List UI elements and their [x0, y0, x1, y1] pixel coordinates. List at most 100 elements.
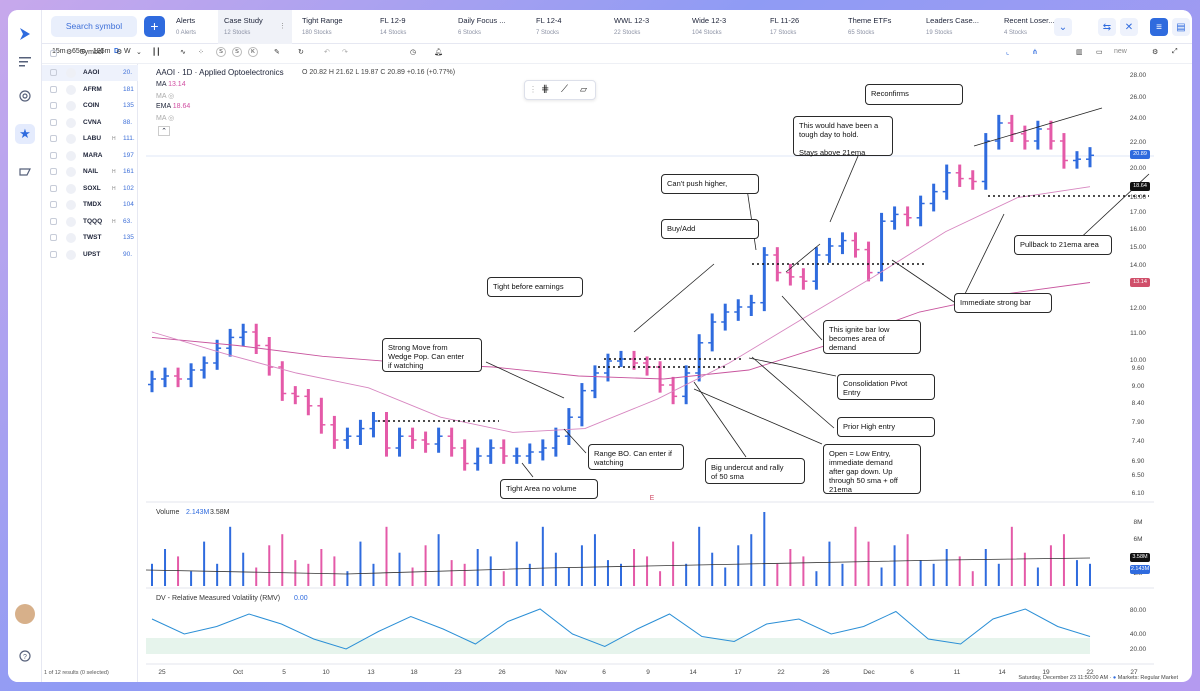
- watchlist-star-icon[interactable]: ★: [15, 124, 35, 144]
- x-social-icon[interactable]: ✕: [1120, 18, 1138, 36]
- interval-d[interactable]: D: [114, 48, 120, 55]
- note-tight-earnings[interactable]: Tight before earnings: [487, 277, 583, 297]
- row-checkbox[interactable]: [50, 250, 57, 258]
- watchlist-row[interactable]: UPST 90.: [42, 247, 138, 263]
- interval-15m[interactable]: 15m: [52, 48, 66, 55]
- share-icon[interactable]: ⇆: [1098, 18, 1116, 36]
- menu-icon[interactable]: [15, 52, 35, 72]
- snapshot-icon[interactable]: ⋔: [1032, 49, 1038, 56]
- interval-w[interactable]: W: [124, 48, 131, 55]
- row-checkbox[interactable]: [50, 151, 57, 159]
- watchlist-row[interactable]: LABU H 111.: [42, 131, 138, 147]
- grid-view-icon[interactable]: ▤: [1172, 18, 1190, 36]
- scanner-icon[interactable]: [15, 86, 35, 106]
- column-settings-icon[interactable]: ⚙: [116, 49, 123, 56]
- user-avatar[interactable]: [15, 604, 35, 624]
- compare-s-1[interactable]: S: [216, 47, 226, 57]
- tab-tight-range[interactable]: Tight Range 180 Stocks: [296, 10, 370, 44]
- interval-dropdown-icon[interactable]: ⌄: [136, 49, 142, 56]
- symbol-column-header[interactable]: Symbol: [80, 49, 104, 56]
- row-checkbox[interactable]: [50, 102, 57, 109]
- indicators-icon[interactable]: ∿: [180, 49, 186, 56]
- timer-icon[interactable]: ◷: [410, 49, 417, 56]
- row-checkbox[interactable]: [50, 118, 57, 126]
- note-strong-move[interactable]: Strong Move from Wedge Pop. Can enter if…: [382, 338, 482, 372]
- compare-k[interactable]: K: [248, 47, 258, 57]
- tab-fl-11-26[interactable]: FL 11-26 17 Stocks: [764, 10, 838, 44]
- watchlist-row[interactable]: COIN 135: [42, 98, 138, 114]
- tab-recent-loser[interactable]: Recent Loser... 4 Stocks: [998, 10, 1056, 44]
- tab-menu-icon[interactable]: ⋮: [279, 23, 286, 30]
- select-all-checkbox[interactable]: [50, 50, 57, 57]
- compare-s-2[interactable]: S: [232, 47, 242, 57]
- comment-tool-icon[interactable]: ▱: [580, 84, 587, 94]
- row-checkbox[interactable]: [50, 234, 57, 241]
- alerts-icon[interactable]: [15, 162, 35, 182]
- note-range-bo[interactable]: Range BO. Can enter if watching: [588, 444, 684, 470]
- logo-icon[interactable]: [15, 24, 35, 44]
- watchlist-row[interactable]: AFRM 181: [42, 82, 138, 98]
- watchlist-row[interactable]: TMDX 104: [42, 197, 138, 213]
- watchlist-row[interactable]: AAOI 20.: [42, 65, 138, 81]
- note-reconfirms[interactable]: Reconfirms: [865, 84, 963, 105]
- help-icon[interactable]: ?: [15, 646, 35, 666]
- refresh-icon[interactable]: ↻: [298, 49, 304, 56]
- alert-bell-icon[interactable]: 🔔︎: [434, 49, 443, 56]
- search-symbol-button[interactable]: Search symbol: [51, 16, 137, 37]
- tabs-dropdown-icon[interactable]: ⌄: [1054, 18, 1072, 36]
- watchlist-row[interactable]: SOXL H 102: [42, 181, 138, 197]
- tab-alerts[interactable]: Alerts 0 Alerts: [170, 10, 214, 44]
- row-checkbox[interactable]: [50, 184, 57, 192]
- tab-wide-12-3[interactable]: Wide 12-3 104 Stocks: [686, 10, 760, 44]
- watchlist-row[interactable]: TWST 135: [42, 230, 138, 246]
- watchlist-row[interactable]: MARA 197: [42, 148, 138, 164]
- row-checkbox[interactable]: [50, 69, 57, 76]
- row-checkbox[interactable]: [50, 85, 57, 93]
- chart-type-icon[interactable]: ┃┃: [152, 49, 161, 56]
- note-tough-day[interactable]: This would have been a tough day to hold…: [793, 116, 893, 157]
- tab-wwl-12-3[interactable]: WWL 12-3 22 Stocks: [608, 10, 682, 44]
- note-immediate-strong[interactable]: Immediate strong bar: [954, 293, 1052, 313]
- note-prior-high[interactable]: Prior High entry: [837, 417, 935, 437]
- fullscreen-icon[interactable]: ⤢: [1172, 48, 1178, 55]
- note-open-low[interactable]: Open = Low Entry, immediate demand after…: [823, 444, 921, 494]
- note-cant-push[interactable]: Can't push higher,: [661, 174, 759, 194]
- tab-theme-etfs[interactable]: Theme ETFs 65 Stocks: [842, 10, 916, 44]
- eye-off-icon[interactable]: ◎: [168, 93, 175, 100]
- row-checkbox[interactable]: [50, 168, 57, 175]
- note-big-undercut[interactable]: Big undercut and rally of 50 sma: [705, 458, 805, 484]
- tab-fl-12-4[interactable]: FL 12-4 7 Stocks: [530, 10, 604, 44]
- layout-panels-icon[interactable]: ▥: [1076, 49, 1083, 56]
- trend-tool-icon[interactable]: ⋕: [541, 84, 550, 95]
- line-tool-icon[interactable]: ⟋: [561, 84, 568, 95]
- redo-icon[interactable]: ↷: [342, 49, 348, 56]
- watchlist-row[interactable]: CVNA 88.: [42, 115, 138, 131]
- tab-fl-12-9[interactable]: FL 12-9 14 Stocks: [374, 10, 448, 44]
- watchlist-row[interactable]: NAIL H 161: [42, 164, 138, 180]
- row-checkbox[interactable]: [50, 135, 57, 142]
- tab-daily-focus[interactable]: Daily Focus ... 6 Stocks: [452, 10, 526, 44]
- eye-off-icon[interactable]: ◎: [168, 115, 175, 122]
- row-checkbox[interactable]: [50, 217, 57, 225]
- note-consolidation[interactable]: Consolidation Pivot Entry: [837, 374, 935, 400]
- chart-area[interactable]: 28.00 26.00 24.00 22.00 20.00 18.00 17.00 16.00…: [145, 64, 1154, 676]
- note-buy-add[interactable]: Buy/Add: [661, 219, 759, 239]
- list-view-icon[interactable]: ≡: [1150, 18, 1168, 36]
- draw-pencil-icon[interactable]: ✎: [274, 49, 280, 56]
- layout-grid-icon[interactable]: ⁘: [198, 49, 204, 56]
- interval-65m[interactable]: 65m: [72, 48, 86, 55]
- layout-name[interactable]: new: [1114, 48, 1127, 55]
- note-ignite-bar[interactable]: This ignite bar low becomes area of dema…: [823, 320, 921, 354]
- collapse-legend-icon[interactable]: ⌃: [158, 126, 170, 136]
- watchlist-row[interactable]: TQQQ H 63.: [42, 214, 138, 230]
- add-symbol-button[interactable]: +: [144, 16, 165, 37]
- settings-gear-icon[interactable]: ⚙: [66, 49, 73, 56]
- undo-icon[interactable]: ↶: [324, 49, 330, 56]
- note-pullback[interactable]: Pullback to 21ema area: [1014, 235, 1112, 255]
- chart-compare-icon[interactable]: ⌞: [1006, 49, 1010, 56]
- row-checkbox[interactable]: [50, 201, 57, 208]
- interval-195m[interactable]: 195m: [93, 48, 111, 55]
- tab-case-study[interactable]: Case Study 12 Stocks ⋮: [218, 10, 292, 44]
- tab-leaders-case[interactable]: Leaders Case... 19 Stocks: [920, 10, 994, 44]
- note-tight-area[interactable]: Tight Area no volume: [500, 479, 598, 499]
